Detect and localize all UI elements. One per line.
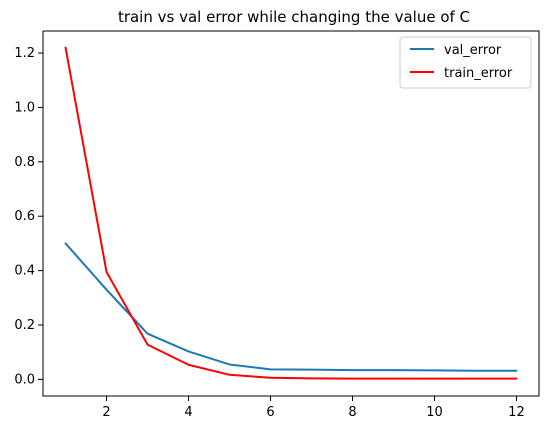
y-tick-label: 0.2 xyxy=(14,318,35,333)
y-tick-label: 1.0 xyxy=(14,100,35,115)
x-axis-ticks: 2 4 6 8 10 12 xyxy=(102,396,525,420)
y-tick-label: 0.6 xyxy=(14,209,35,224)
series-layer xyxy=(64,46,518,380)
y-tick-label: 1.2 xyxy=(14,46,35,61)
series-line-train-error xyxy=(64,46,518,380)
x-tick-label: 6 xyxy=(266,405,274,420)
x-tick-label: 2 xyxy=(102,405,110,420)
y-axis-ticks: 0.0 0.2 0.4 0.6 0.8 1.0 1.2 xyxy=(14,46,43,387)
x-tick-label: 12 xyxy=(508,405,525,420)
legend-label-val-error: val_error xyxy=(444,43,502,58)
y-tick-label: 0.8 xyxy=(14,155,35,170)
legend: val_error train_error xyxy=(399,36,532,89)
legend-label-train-error: train_error xyxy=(444,66,513,81)
x-tick-label: 10 xyxy=(426,405,443,420)
x-tick-label: 8 xyxy=(348,405,356,420)
x-tick-label: 4 xyxy=(184,405,192,420)
series-line-val-error xyxy=(64,242,518,372)
y-tick-label: 0.0 xyxy=(14,372,35,387)
chart-title: train vs val error while changing the va… xyxy=(118,8,470,26)
plot-area xyxy=(42,30,540,397)
y-tick-label: 0.4 xyxy=(14,264,35,279)
